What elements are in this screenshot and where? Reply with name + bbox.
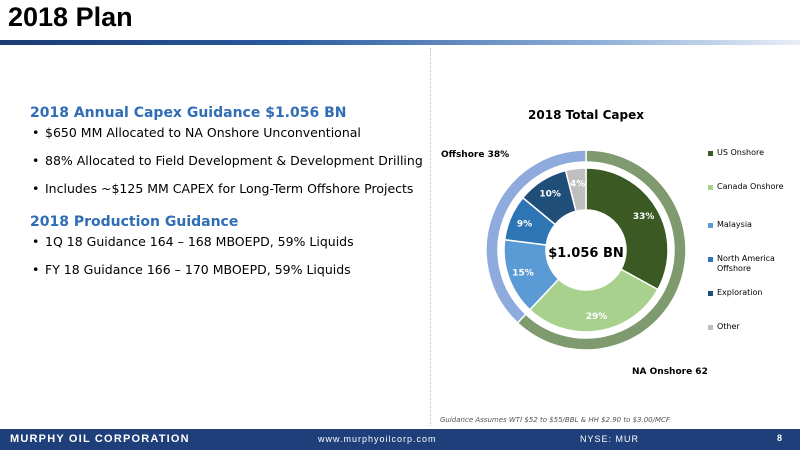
legend-item: US Onshore [708,148,764,158]
capex-bullet: 88% Allocated to Field Development & Dev… [30,153,425,169]
legend-swatch [708,291,713,296]
legend-label: North America Offshore [717,254,775,273]
legend-label: Malaysia [717,220,752,229]
slice-value-label: 10% [539,189,561,199]
slice-value-label: 29% [586,312,608,322]
legend-label: Other [717,322,740,331]
page-title: 2018 Plan [8,2,133,32]
outer-ring-label: NA Onshore 62% [632,367,708,377]
capex-bullet: $650 MM Allocated to NA Onshore Unconven… [30,125,425,141]
chart-title: 2018 Total Capex [528,108,644,122]
capex-guidance-heading: 2018 Annual Capex Guidance $1.056 BN [30,105,347,121]
outer-ring-segment [485,149,587,324]
legend-item: Malaysia [708,220,752,230]
legend-item: Canada Onshore [708,182,784,192]
capex-bullet-list: $650 MM Allocated to NA Onshore Unconven… [30,125,425,197]
slice-value-label: 4% [570,180,585,190]
slice-value-label: 15% [512,269,534,279]
legend-swatch [708,325,713,330]
legend-swatch [708,223,713,228]
page-number: 8 [777,433,783,443]
slice-value-label: 33% [633,212,655,222]
title-underline [0,40,800,45]
legend-item: Other [708,322,740,332]
footer-bar: MURPHY OIL CORPORATION www.murphyoilcorp… [0,429,800,450]
production-bullet-list: 1Q 18 Guidance 164 – 168 MBOEPD, 59% Liq… [30,234,425,278]
production-guidance-heading: 2018 Production Guidance [30,214,239,230]
legend-swatch [708,257,713,262]
legend-label: Canada Onshore [717,182,784,191]
donut-slice [585,167,669,291]
production-bullet: 1Q 18 Guidance 164 – 168 MBOEPD, 59% Liq… [30,234,425,250]
donut-slice [528,268,659,333]
capex-bullet: Includes ~$125 MM CAPEX for Long-Term Of… [30,181,425,197]
legend-swatch [708,151,713,156]
donut-slice [564,167,587,213]
capex-donut-chart: 2018 Total Capex 33% 29% 15% 9% 10% 4% $1.056… [436,100,798,390]
production-bullet: FY 18 Guidance 166 – 170 MBOEPD, 59% Liq… [30,262,425,278]
legend-label: Exploration [717,288,763,297]
legend-item: Exploration [708,288,763,298]
donut-svg: 33% 29% 15% 9% 10% 4% $1.056 BN NA Onshore 62… [441,149,717,377]
legend-swatch [708,185,713,190]
left-column: 2018 Annual Capex Guidance $1.056 BN $65… [30,104,425,290]
chart-center-label: $1.056 BN [548,246,623,261]
footer-company-name: MURPHY OIL CORPORATION [10,433,190,445]
column-divider [430,48,431,426]
outer-ring-label: Offshore 38% [441,150,509,160]
footer-website: www.murphyoilcorp.com [318,434,437,444]
legend-label: US Onshore [717,148,765,157]
guidance-footnote: Guidance Assumes WTI $52 to $55/BBL & HH… [440,416,670,424]
slice-value-label: 9% [517,219,532,229]
legend-item: North America Offshore [708,254,798,274]
footer-ticker: NYSE: MUR [580,434,640,444]
